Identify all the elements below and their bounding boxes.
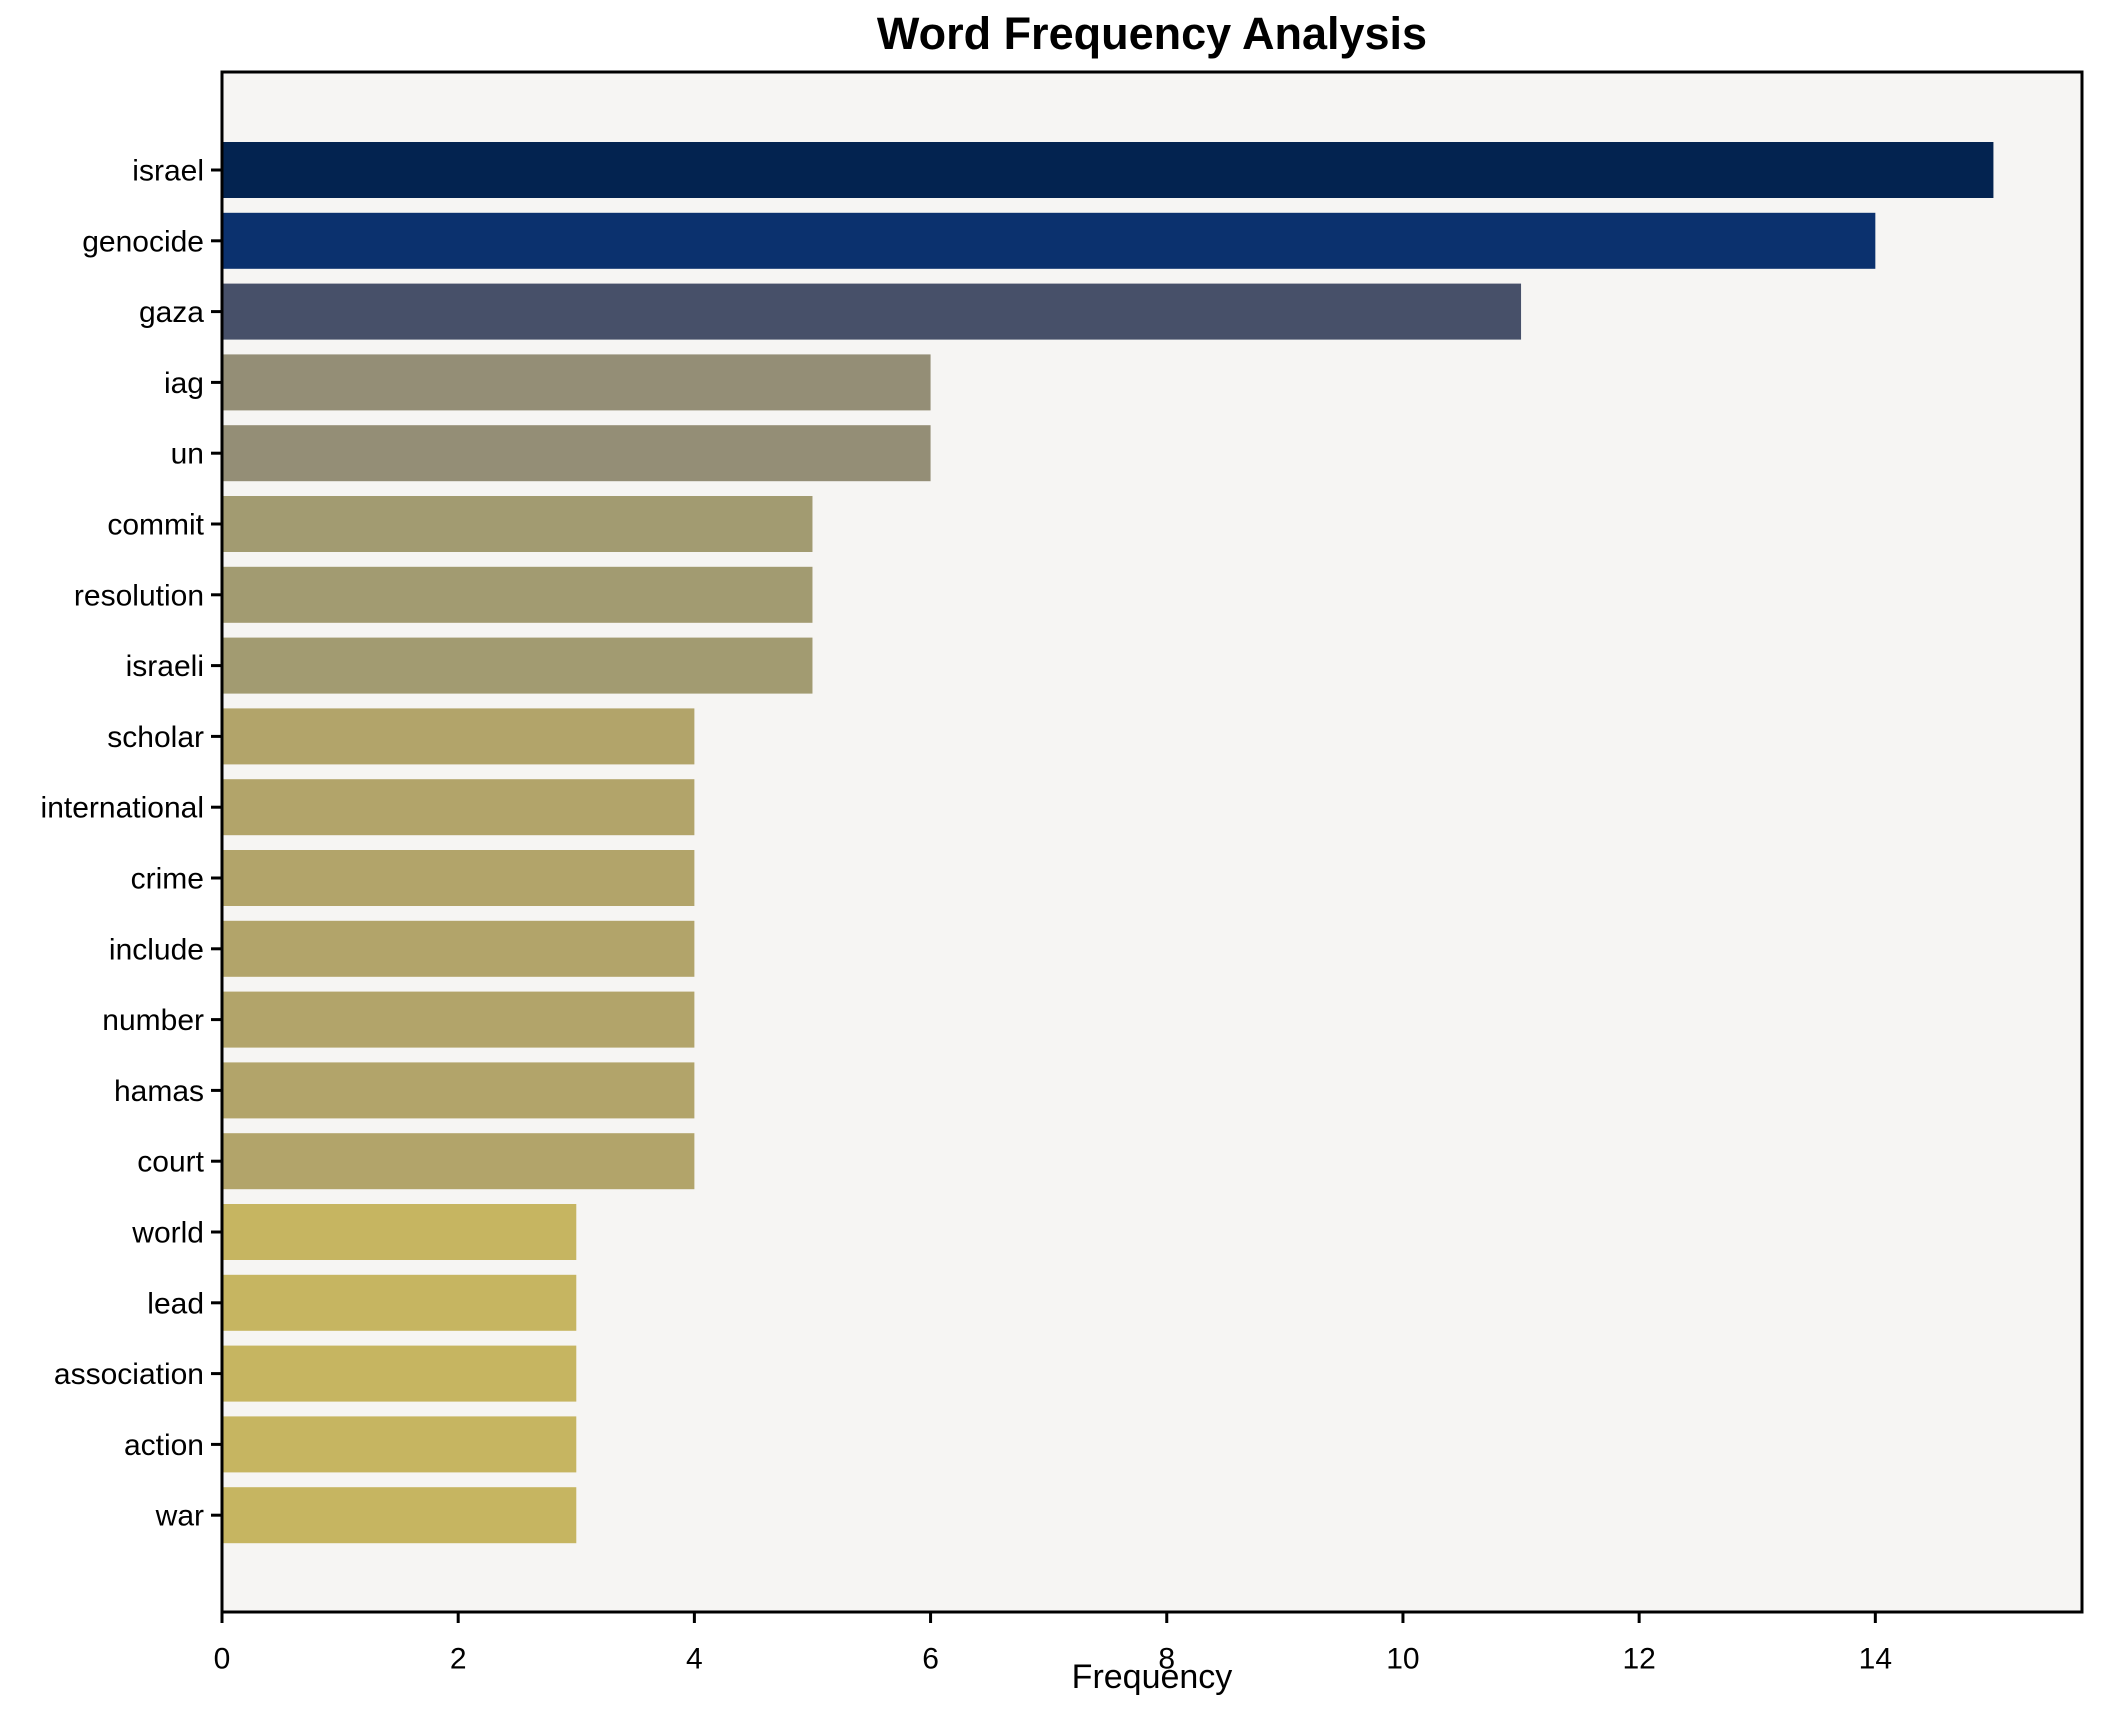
ytick-label-scholar: scholar <box>107 721 204 754</box>
xtick-label-4: 4 <box>686 1643 703 1676</box>
ytick-label-international: international <box>41 792 204 825</box>
bar-include <box>222 920 695 977</box>
ytick-label-gaza: gaza <box>139 296 204 329</box>
ytick-label-hamas: hamas <box>114 1075 204 1108</box>
bar-iag <box>222 354 931 411</box>
xtick-label-10: 10 <box>1386 1643 1419 1676</box>
bar-genocide <box>222 212 1876 269</box>
bar-lead <box>222 1274 577 1331</box>
bar-scholar <box>222 708 695 765</box>
xtick-label-12: 12 <box>1622 1643 1655 1676</box>
bar-action <box>222 1416 577 1473</box>
bar-un <box>222 425 931 482</box>
xtick-label-2: 2 <box>450 1643 467 1676</box>
ytick-label-commit: commit <box>107 509 204 542</box>
xtick-label-8: 8 <box>1158 1643 1175 1676</box>
xtick-label-0: 0 <box>214 1643 231 1676</box>
ytick-label-un: un <box>171 438 204 471</box>
ytick-label-israeli: israeli <box>126 650 204 683</box>
bar-international <box>222 779 695 836</box>
bar-israel <box>222 142 1994 198</box>
ytick-label-association: association <box>54 1358 204 1391</box>
ytick-label-war: war <box>155 1500 204 1533</box>
bar-hamas <box>222 1062 695 1119</box>
bar-world <box>222 1204 577 1260</box>
ytick-label-resolution: resolution <box>74 579 204 612</box>
ytick-label-crime: crime <box>131 863 204 896</box>
xtick-label-14: 14 <box>1859 1643 1892 1676</box>
xtick-label-6: 6 <box>922 1643 939 1676</box>
chart-title: Word Frequency Analysis <box>876 8 1428 59</box>
ytick-label-action: action <box>124 1429 204 1462</box>
bar-crime <box>222 850 695 906</box>
ytick-label-israel: israel <box>132 155 204 188</box>
bar-gaza <box>222 283 1522 340</box>
plot-frame <box>220 70 2084 1614</box>
bar-commit <box>222 496 813 552</box>
bar-court <box>222 1133 695 1190</box>
x-axis-label: Frequency <box>1071 1658 1233 1696</box>
ytick-label-world: world <box>131 1217 204 1250</box>
bar-war <box>222 1487 577 1544</box>
ytick-label-lead: lead <box>147 1287 204 1320</box>
bar-number <box>222 991 695 1048</box>
ytick-label-genocide: genocide <box>82 225 204 258</box>
ytick-label-court: court <box>137 1146 204 1179</box>
ytick-label-number: number <box>102 1004 204 1037</box>
bar-resolution <box>222 566 813 623</box>
bar-israeli <box>222 637 813 694</box>
bar-association <box>222 1345 577 1402</box>
ytick-label-include: include <box>109 933 204 966</box>
ytick-label-iag: iag <box>164 367 204 400</box>
